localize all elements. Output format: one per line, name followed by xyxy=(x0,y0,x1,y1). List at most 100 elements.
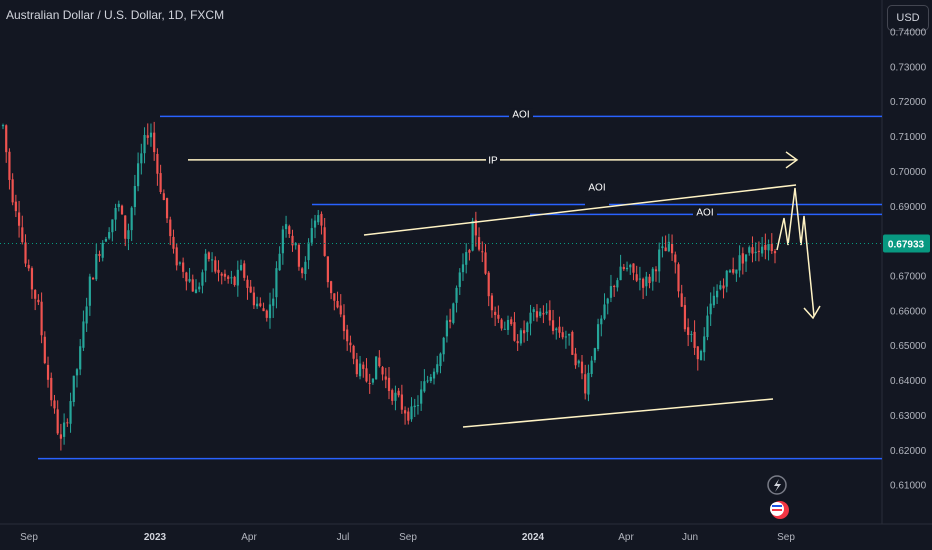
candle-body xyxy=(349,342,352,346)
candle-body xyxy=(757,250,761,252)
candle-body xyxy=(407,411,410,421)
y-tick-label: 0.62000 xyxy=(890,446,927,457)
candle-body xyxy=(17,212,21,226)
candle-body xyxy=(696,346,699,360)
candle-body xyxy=(503,328,506,330)
candle-body xyxy=(584,374,587,394)
candle-body xyxy=(761,246,764,254)
candle-body xyxy=(346,329,349,342)
candle-body xyxy=(651,268,654,282)
candle-body xyxy=(1,125,5,127)
candle-body xyxy=(375,356,378,380)
y-tick-label: 0.65000 xyxy=(890,341,927,352)
y-tick-label: 0.61000 xyxy=(890,481,927,492)
candle-body xyxy=(703,336,706,353)
candle-body xyxy=(513,322,516,341)
candle-body xyxy=(59,434,62,439)
candle-body xyxy=(748,247,751,253)
candle-body xyxy=(326,256,329,283)
candle-body xyxy=(693,331,696,348)
y-tick-label: 0.66000 xyxy=(890,306,927,317)
candle-body xyxy=(506,319,510,330)
ip-label: IP xyxy=(488,155,498,166)
candle-body xyxy=(751,247,754,254)
candle-body xyxy=(548,310,551,321)
x-tick-label: 2024 xyxy=(522,532,545,543)
projection-path xyxy=(776,187,815,317)
candle-body xyxy=(735,269,738,274)
candle-body xyxy=(400,394,403,410)
candle-body xyxy=(117,203,120,208)
candle-body xyxy=(40,301,43,336)
candle-body xyxy=(394,392,397,401)
lightning-icon[interactable] xyxy=(767,475,787,495)
candle-body xyxy=(442,337,445,355)
candle-body xyxy=(481,251,484,253)
candle-body xyxy=(561,332,564,338)
candle-body xyxy=(529,312,532,324)
candle-body xyxy=(362,364,365,369)
candle-body xyxy=(519,330,522,344)
x-axis: Sep 2023 Apr Jul Sep 2024 Apr Jun Sep xyxy=(20,532,795,543)
candle-body xyxy=(494,311,497,316)
candle-body xyxy=(770,243,773,252)
candle-body xyxy=(410,406,413,420)
candle-body xyxy=(619,266,622,281)
candle-body xyxy=(587,372,590,395)
candle-body xyxy=(24,242,27,264)
candle-body xyxy=(432,371,436,379)
candle-body xyxy=(98,254,101,256)
candle-body xyxy=(313,220,317,228)
candle-body xyxy=(687,327,690,335)
candle-body xyxy=(223,273,227,277)
candle-body xyxy=(301,268,304,274)
ip-arrow-head xyxy=(785,151,799,169)
candle-body xyxy=(88,276,91,306)
candle-body xyxy=(593,348,596,361)
candle-body xyxy=(416,405,420,407)
candle-body xyxy=(256,303,259,307)
candle-body xyxy=(243,263,246,278)
candle-body xyxy=(423,381,426,392)
candle-body xyxy=(484,252,487,274)
candle-body xyxy=(387,377,391,391)
candle-body xyxy=(500,319,503,329)
candle-body xyxy=(603,304,606,319)
candle-body xyxy=(50,377,53,401)
currency-button[interactable]: USD xyxy=(887,5,929,31)
candle-body xyxy=(265,310,268,318)
candle-body xyxy=(307,242,310,261)
candle-body xyxy=(609,286,613,298)
candle-body xyxy=(477,237,481,250)
candle-body xyxy=(233,276,236,286)
candle-body xyxy=(217,269,220,273)
candle-body xyxy=(27,264,30,269)
y-tick-label: 0.74000 xyxy=(890,28,927,39)
candle-body xyxy=(371,378,375,383)
candle-body xyxy=(165,198,169,219)
candle-body xyxy=(297,244,301,267)
candle-body xyxy=(764,244,767,250)
candle-body xyxy=(716,290,719,298)
candle-body xyxy=(294,243,297,246)
candle-body xyxy=(275,268,278,298)
flag-icon[interactable] xyxy=(770,501,789,519)
x-tick-label: Sep xyxy=(777,532,795,543)
candle-body xyxy=(330,281,333,294)
candle-body xyxy=(262,308,265,312)
candle-body xyxy=(288,226,291,234)
candle-body xyxy=(79,346,82,370)
candle-body xyxy=(178,262,182,264)
candle-body xyxy=(66,422,69,424)
candle-body xyxy=(413,405,416,408)
y-tick-label: 0.63000 xyxy=(890,411,927,422)
candle-body xyxy=(732,269,735,273)
x-tick-label: Sep xyxy=(399,532,417,543)
candle-body xyxy=(5,125,8,153)
y-tick-label: 0.73000 xyxy=(890,62,927,73)
candle-body xyxy=(278,253,281,271)
candle-body xyxy=(600,318,603,325)
candle-body xyxy=(339,305,342,315)
candle-body xyxy=(564,336,568,338)
